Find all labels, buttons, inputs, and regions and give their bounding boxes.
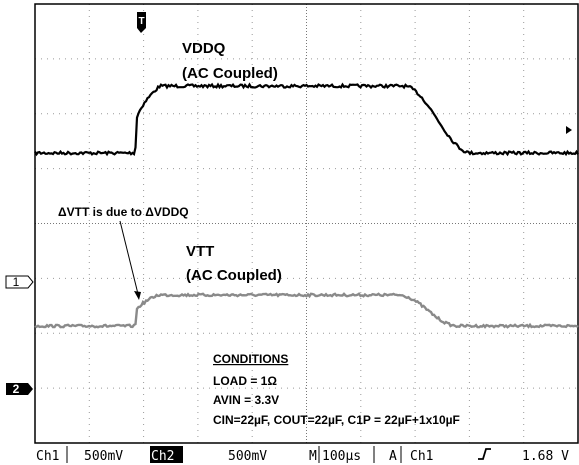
vddq-label: VDDQ [182,40,226,57]
ch2-marker [6,383,33,395]
ch1-marker [5,275,34,289]
condition-line: AVIN = 3.3V [213,393,279,407]
trigger-slope-icon [478,448,491,460]
status-bar: Ch1 500mV Ch2 500mV M 100µs A Ch1 1.68 V [36,446,569,464]
status-timebase: 100µs [322,449,361,464]
vtt-label: VTT [186,243,214,260]
status-trigger-mode: A [389,449,397,464]
vtt-waveform [34,292,579,329]
ch2-marker-label: 2 [13,382,20,396]
condition-line: CIN=22µF, COUT=22µF, C1P = 22µF+1x10µF [213,413,460,427]
graticule-border [34,3,579,444]
graticule [35,4,578,443]
status-ch2: Ch2 [151,449,174,464]
annotation-arrowhead [134,291,141,300]
ch1-marker-label: 1 [13,275,20,289]
annotation-arrow [119,220,140,299]
trigger-marker [137,12,146,33]
condition-line: LOAD = 1Ω [213,374,277,388]
status-ch2-highlight [150,446,183,463]
conditions-heading: CONDITIONS [213,352,288,366]
status-ch1: Ch1 [36,449,59,464]
status-trigger-source: Ch1 [410,449,433,464]
vddq-note: (AC Coupled) [182,65,278,82]
status-ch1-scale: 500mV [84,449,123,464]
status-trigger-level: 1.68 V [522,449,569,464]
trigger-level-marker [566,126,572,134]
vtt-note: (AC Coupled) [186,267,282,284]
annotation: ΔVTT is due to ΔVDDQ [58,205,189,219]
trigger-marker-label: T [138,16,144,27]
status-timebase-label: M [309,449,317,464]
vddq-waveform [34,82,579,157]
status-ch2-scale: 500mV [228,449,267,464]
